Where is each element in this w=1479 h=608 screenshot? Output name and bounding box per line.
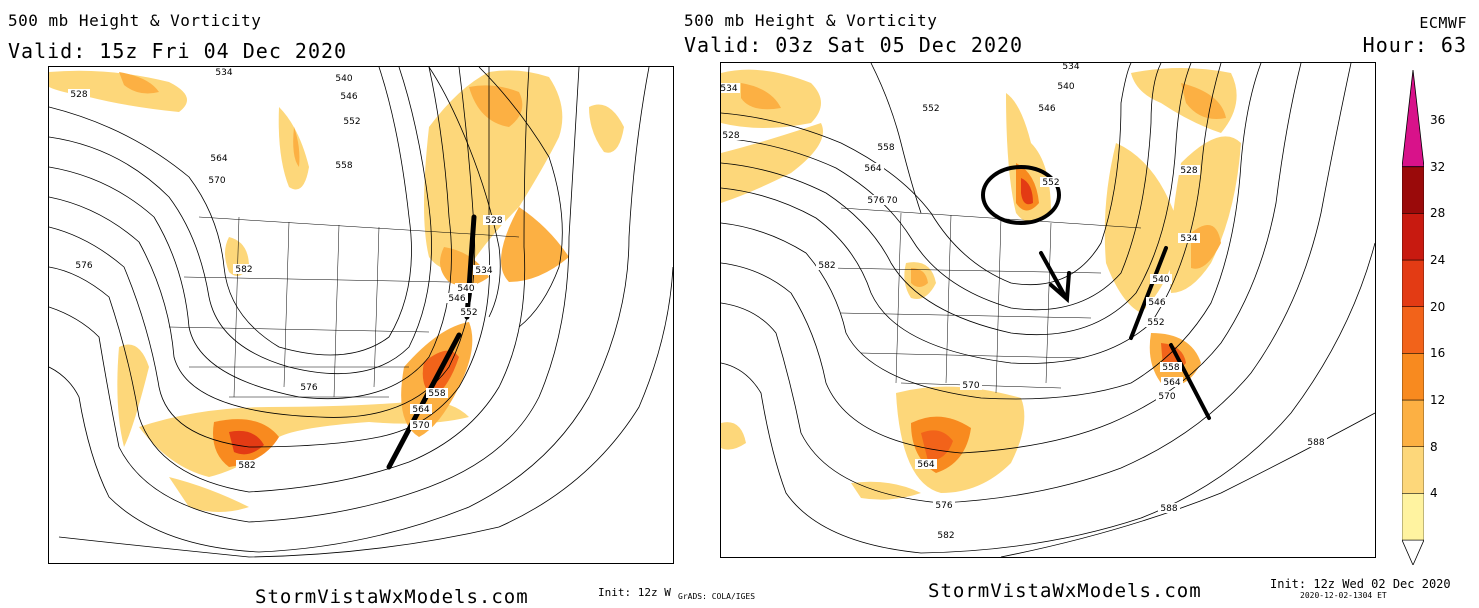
contour-label: 558: [877, 143, 894, 153]
contour-label: 528: [722, 131, 739, 141]
contour-label: 576: [300, 383, 317, 393]
colorbar-tick-label: 32: [1430, 159, 1446, 174]
colorbar-max-arrow: [1401, 69, 1425, 168]
contour-label: 564: [917, 460, 934, 470]
contour-label: 582: [818, 261, 835, 271]
colorbar-tick-label: 28: [1430, 206, 1446, 221]
contour-label: 552: [343, 117, 360, 127]
contour-label: 564: [864, 164, 881, 174]
right-trough-axis-annotations: [981, 165, 1211, 420]
contour-label: 546: [340, 92, 357, 102]
colorbar-tick-label: 16: [1430, 346, 1446, 361]
right-vorticity-shading: [721, 68, 1241, 500]
contour-label: 564: [1163, 378, 1180, 388]
left-trough-axis-annotations: [386, 214, 477, 470]
contour-label: 552: [1147, 318, 1164, 328]
left-height-contours: [49, 67, 673, 558]
contour-label: 540: [457, 284, 474, 294]
colorbar-tick-label: 20: [1430, 299, 1446, 314]
contour-label: 576: [75, 261, 92, 271]
left-state-borders: [168, 216, 520, 398]
colorbar-segment: [1401, 259, 1425, 307]
contour-label: 534: [215, 68, 232, 78]
contour-label: 582: [238, 461, 255, 471]
contour-label: 546: [1038, 104, 1055, 114]
right-footer-stamp: 2020-12-02-1304 ET: [1300, 591, 1387, 600]
contour-label: 528: [70, 90, 87, 100]
contour-label: 558: [1162, 363, 1179, 373]
contour-label: 570: [962, 381, 979, 391]
left-footer-site: StormVistaWxModels.com: [255, 586, 529, 608]
right-map-canvas: 5345405465525585645705765825885285345405…: [721, 63, 1375, 557]
right-map-valid-time: Valid: 03z Sat 05 Dec 2020: [684, 33, 1024, 57]
right-contour-labels: 5345405465525585645705765825885285345405…: [721, 63, 1327, 541]
contour-label: 582: [235, 265, 252, 275]
contour-label: 540: [1152, 275, 1169, 285]
colorbar-segment: [1401, 446, 1425, 494]
contour-label: 570: [880, 196, 897, 206]
colorbar-segment: [1401, 493, 1425, 541]
colorbar-segment: [1401, 306, 1425, 354]
left-map-valid-time: Valid: 15z Fri 04 Dec 2020: [8, 39, 348, 63]
left-vorticity-shading: [49, 70, 624, 512]
colorbar-tick-label: 36: [1430, 113, 1446, 127]
contour-label: 558: [428, 389, 445, 399]
colorbar-segment: [1401, 213, 1425, 261]
contour-label: 546: [1148, 298, 1165, 308]
colorbar-segment: [1401, 353, 1425, 401]
contour-label: 576: [867, 196, 884, 206]
contour-label: 564: [412, 405, 429, 415]
colorbar-tick-label: 4: [1430, 486, 1438, 501]
contour-label: 552: [1042, 178, 1059, 188]
forecast-hour: Hour: 63: [1362, 33, 1467, 57]
colorbar-segment: [1401, 166, 1425, 214]
colorbar-tick-label: 12: [1430, 393, 1446, 407]
contour-label: 534: [721, 84, 738, 94]
left-footer-grads: GrADS: COLA/IGES: [678, 592, 756, 601]
right-map-panel: 534 540 546 552 558 564 570 576 582 588 528 534 540 5…: [720, 62, 1376, 558]
contour-label: 564: [210, 154, 227, 164]
right-footer-site: StormVistaWxModels.com: [928, 580, 1202, 602]
contour-label: 534: [1180, 234, 1197, 244]
contour-label: 588: [1160, 504, 1177, 514]
contour-label: 558: [335, 161, 352, 171]
contour-label: 552: [922, 104, 939, 114]
contour-label: 546: [448, 294, 465, 304]
contour-label: 582: [937, 531, 954, 541]
right-map-title: 500 mb Height & Vorticity: [684, 11, 938, 30]
contour-label: 570: [208, 176, 225, 186]
vorticity-colorbar: [1401, 69, 1425, 566]
left-map-title: 500 mb Height & Vorticity: [8, 11, 262, 30]
contour-label: 552: [460, 308, 477, 318]
contour-label: 534: [475, 266, 492, 276]
left-map-panel: 528 534 540 546 552 558 564 570 576 582 528 534 540 5…: [48, 66, 674, 564]
contour-label: 534: [1062, 63, 1079, 72]
left-footer-init: Init: 12z W: [598, 586, 671, 599]
colorbar-segment: [1401, 399, 1425, 447]
contour-label: 570: [1158, 392, 1175, 402]
right-state-borders: [830, 207, 1142, 394]
contour-label: 570: [412, 421, 429, 431]
colorbar-tick-label: 8: [1430, 439, 1438, 454]
contour-label: 528: [1180, 166, 1197, 176]
right-footer-init: Init: 12z Wed 02 Dec 2020: [1270, 577, 1451, 591]
contour-label: 540: [335, 74, 352, 84]
colorbar-tick-label: 24: [1430, 253, 1446, 267]
contour-label: 588: [1307, 438, 1324, 448]
contour-label: 576: [935, 501, 952, 511]
contour-label: 528: [485, 216, 502, 226]
model-name: ECMWF: [1419, 14, 1467, 32]
contour-label: 540: [1057, 82, 1074, 92]
